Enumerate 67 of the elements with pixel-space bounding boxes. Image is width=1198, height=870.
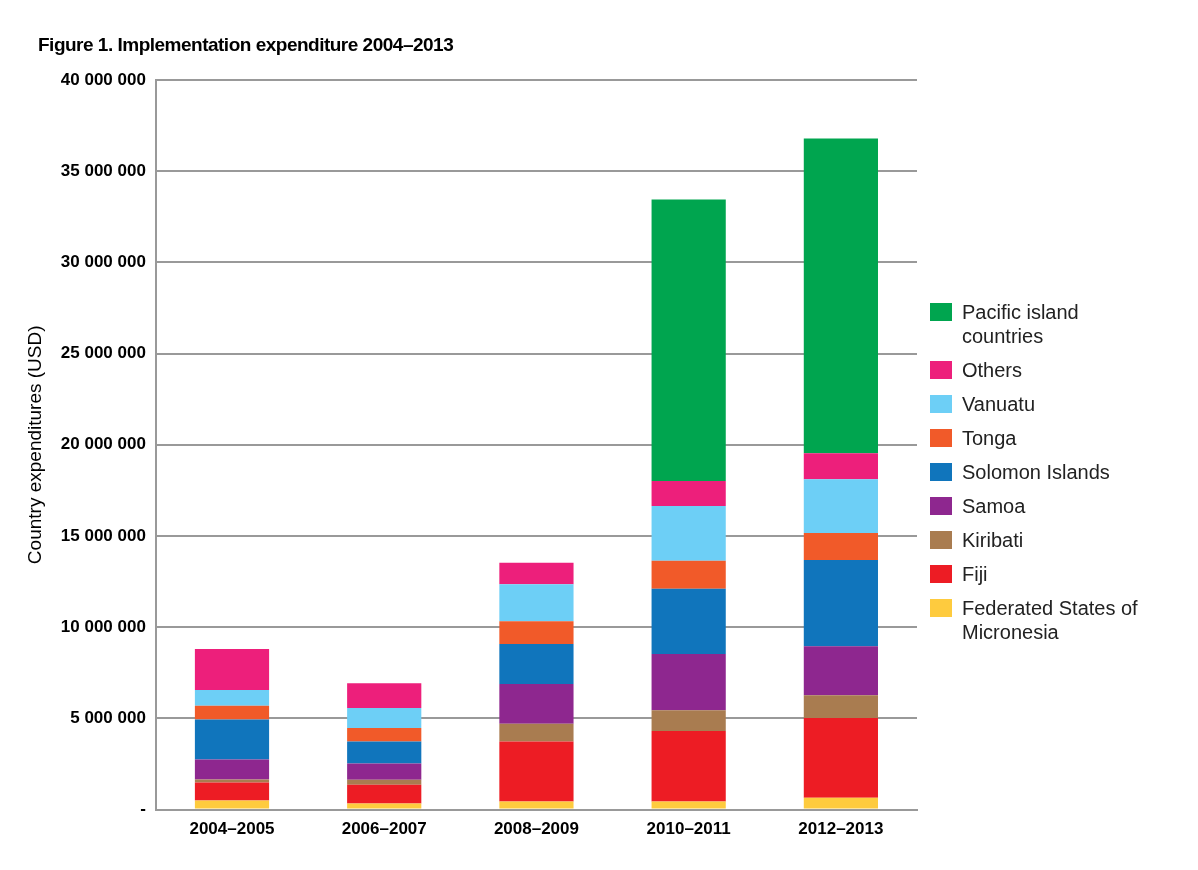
y-tick-label: 10 000 000	[60, 616, 146, 636]
chart-title: Figure 1. Implementation expenditure 2004–2013	[38, 34, 454, 56]
y-axis-title: Country expenditures (USD)	[23, 325, 45, 565]
bar	[499, 683, 574, 724]
bar	[651, 560, 726, 589]
bar	[194, 705, 270, 720]
bar	[803, 797, 878, 809]
bar	[194, 782, 270, 801]
legend-label: Solomon Islands	[962, 460, 1111, 484]
legend-label: Pacific island countries	[962, 300, 1080, 348]
bar	[651, 710, 726, 731]
bar	[194, 649, 270, 690]
bar	[651, 801, 726, 809]
x-tick-label: 2008–2009	[493, 819, 579, 839]
bar	[803, 533, 878, 560]
y-tick-label: 20 000 000	[60, 434, 146, 454]
bar	[651, 199, 726, 481]
bar	[651, 506, 726, 561]
bar	[651, 588, 726, 655]
bar	[651, 480, 726, 507]
bar	[347, 708, 422, 728]
bar	[499, 723, 574, 742]
bar	[803, 646, 878, 696]
bar	[499, 643, 574, 684]
bar	[499, 621, 574, 644]
bar	[499, 741, 574, 802]
x-tick-label: 2012–2013	[798, 819, 884, 839]
bar	[347, 779, 422, 785]
y-tick-label: -	[140, 799, 146, 819]
x-tick-label: 2004–2005	[189, 819, 275, 839]
bar	[499, 562, 574, 585]
y-tick-label: 35 000 000	[60, 160, 146, 180]
bar	[803, 559, 878, 647]
bar	[499, 584, 574, 622]
y-tick-label: 40 000 000	[60, 69, 146, 89]
y-tick-label: 30 000 000	[60, 252, 146, 272]
legend-label: Fiji	[962, 562, 989, 586]
legend-label: Others	[962, 358, 1024, 382]
bar	[347, 803, 422, 809]
bar	[347, 727, 422, 742]
bar	[347, 763, 422, 780]
legend-label: Vanuatu	[962, 392, 1037, 416]
bar	[803, 718, 878, 798]
bar	[194, 689, 270, 706]
bar	[194, 719, 270, 760]
x-tick-label: 2010–2011	[646, 819, 731, 839]
x-tick-label: 2006–2007	[341, 819, 427, 839]
legend-label: Tonga	[962, 426, 1018, 450]
bar	[803, 453, 878, 480]
bar	[194, 759, 270, 780]
bar	[651, 730, 726, 802]
bar	[347, 741, 422, 764]
legend-label: Kiribati	[962, 528, 1025, 552]
legend-label: Samoa	[962, 494, 1027, 518]
bar	[803, 479, 878, 534]
bar	[194, 779, 270, 783]
bar	[651, 654, 726, 711]
y-tick-label: 15 000 000	[60, 525, 146, 545]
legend-label: Federated States of Micronesia	[962, 596, 1139, 644]
y-tick-label: 5 000 000	[70, 708, 146, 728]
bar	[347, 683, 422, 708]
y-tick-label: 25 000 000	[60, 343, 146, 363]
bar	[499, 801, 574, 809]
bar	[803, 138, 878, 454]
bar	[194, 800, 270, 809]
bar	[803, 695, 878, 719]
bar	[347, 784, 422, 804]
